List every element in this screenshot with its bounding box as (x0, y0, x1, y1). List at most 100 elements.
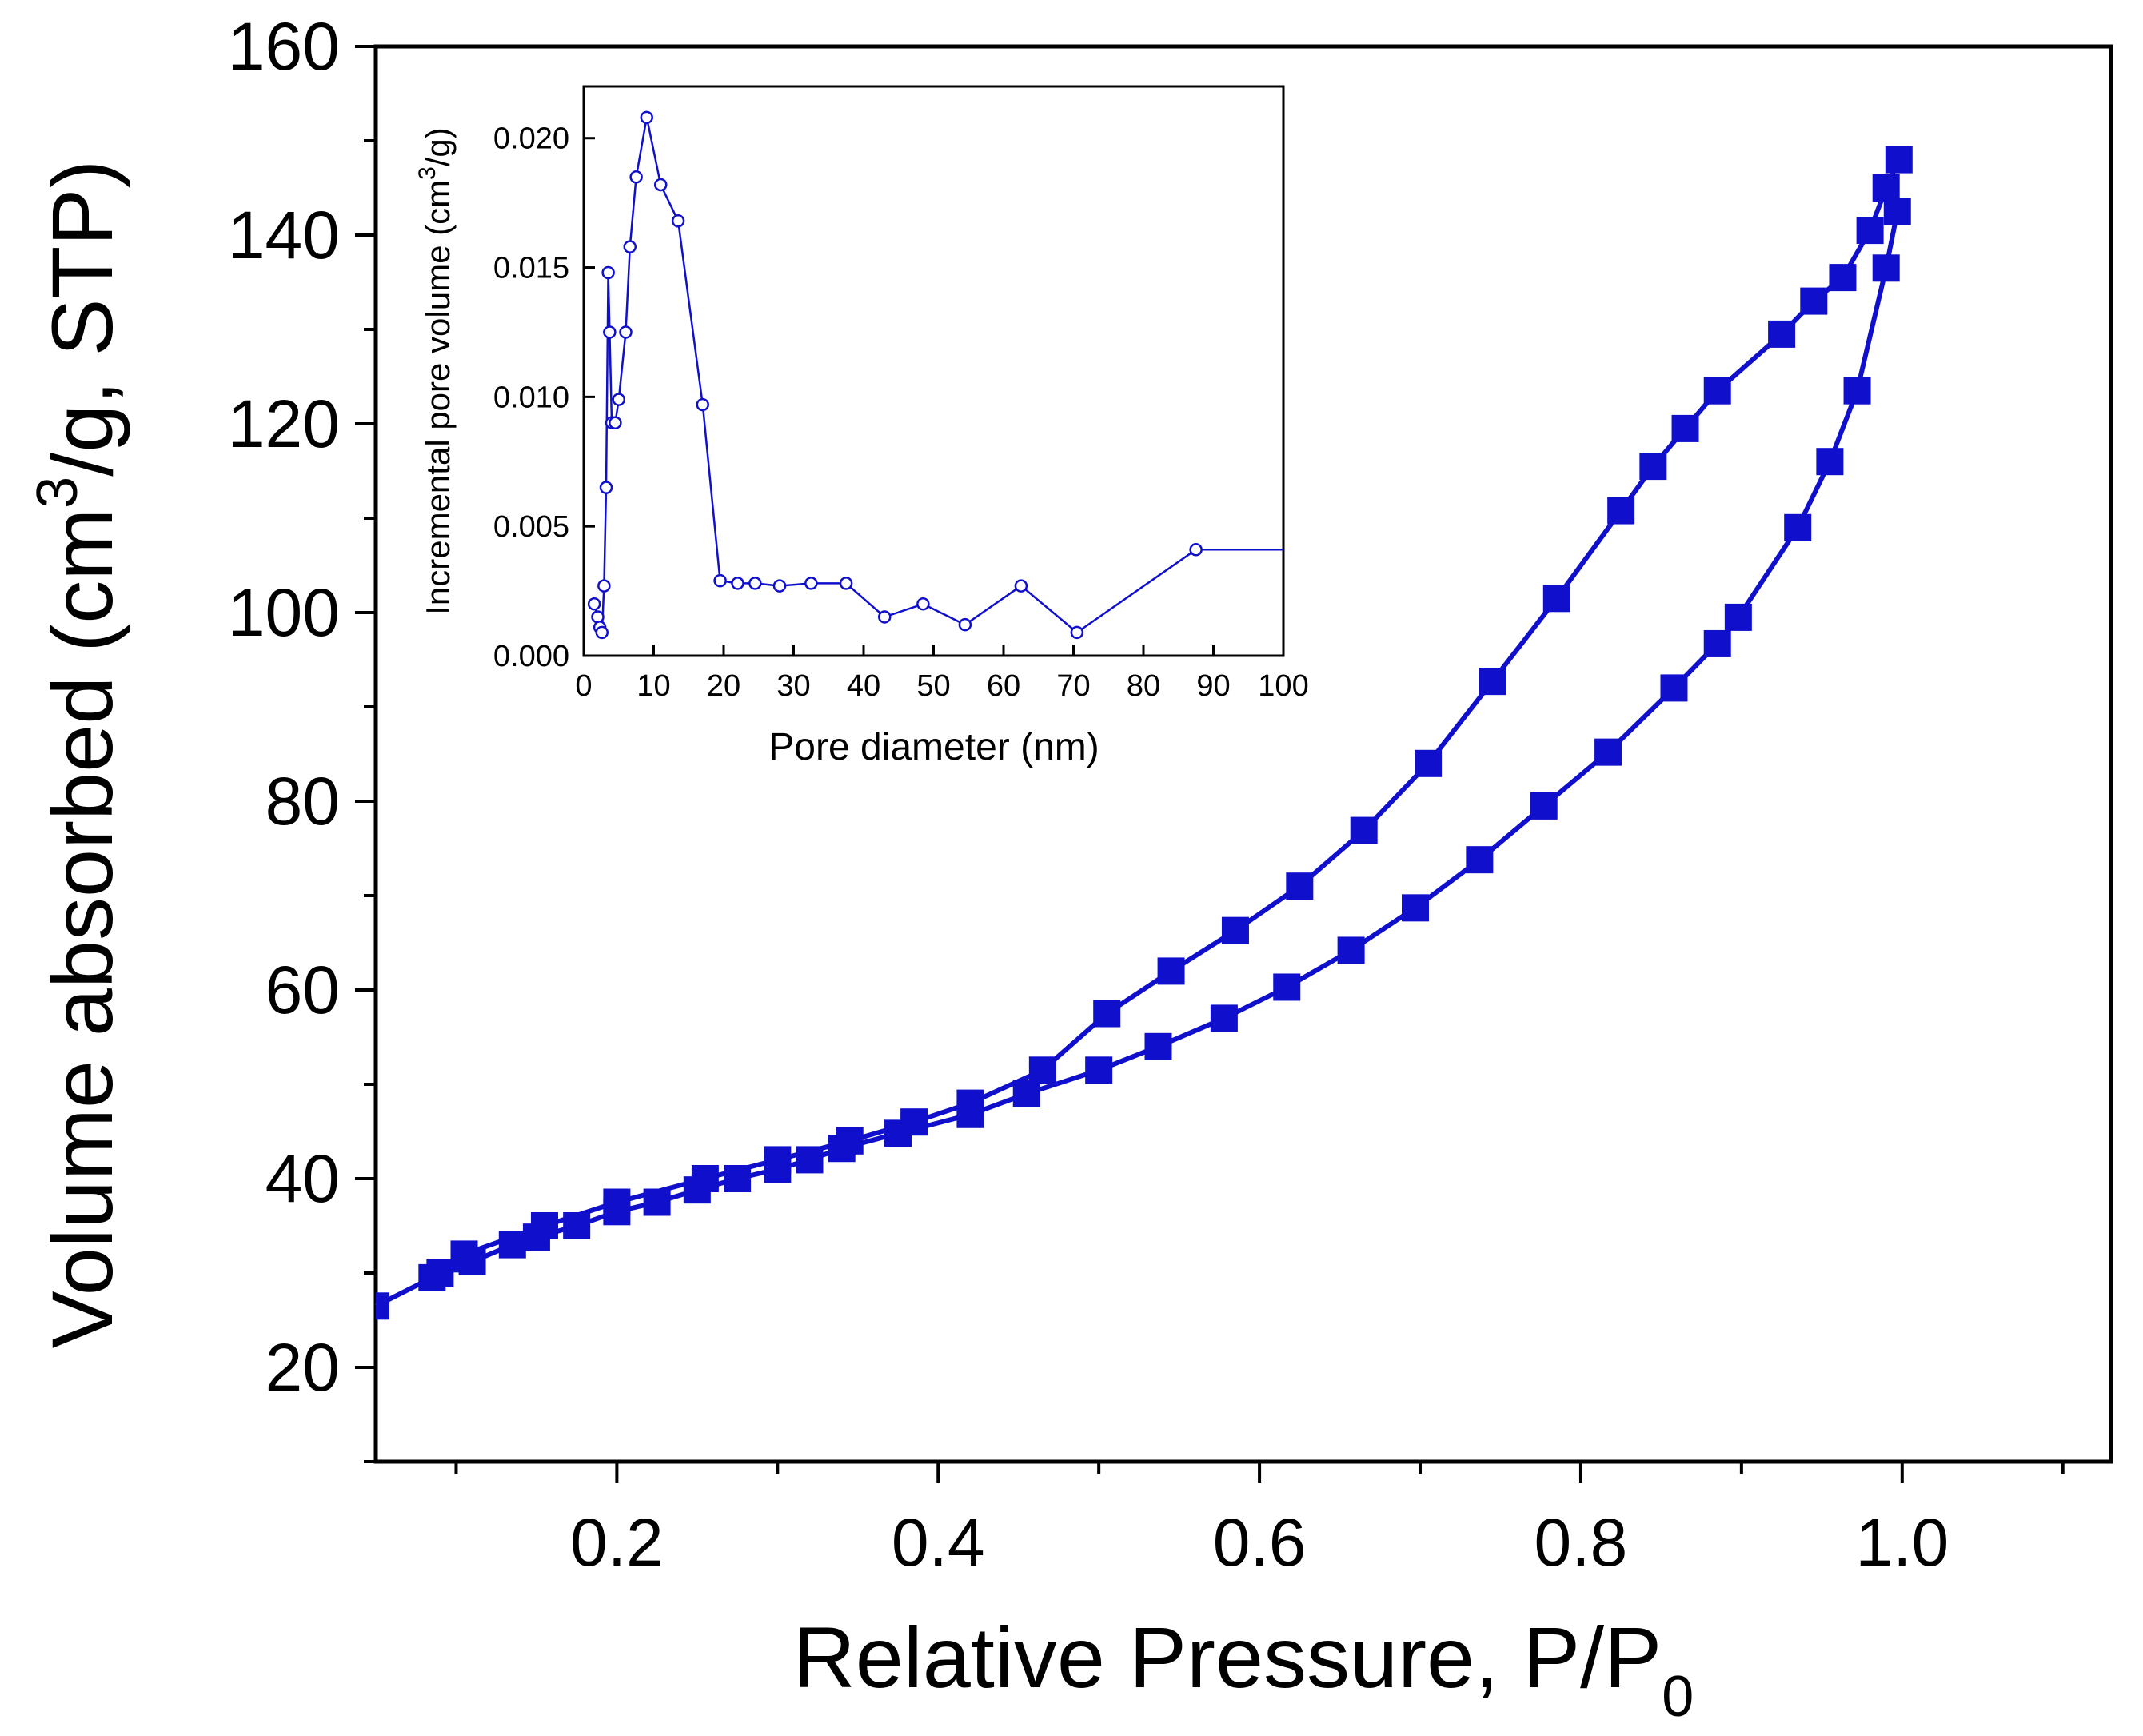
data-point-desorption (1829, 264, 1857, 292)
data-point-desorption (1607, 497, 1635, 525)
inset-data-point (772, 579, 787, 593)
inset-y-tick-label: 0.020 (493, 122, 569, 156)
inset-data-point (612, 393, 625, 406)
data-point-desorption (603, 1188, 631, 1216)
inset-data-point (839, 577, 853, 590)
inset-x-tick-label: 40 (847, 669, 880, 703)
main-y-tick-label: 120 (228, 386, 340, 461)
data-point-desorption (1856, 217, 1884, 245)
inset-y-tick-label: 0.010 (493, 381, 569, 414)
data-point-desorption (900, 1108, 928, 1136)
inset-y-tick-label: 0.000 (493, 640, 569, 673)
inset-x-tick-label: 60 (987, 669, 1020, 703)
inset-data-point (916, 597, 930, 611)
inset-x-tick-label: 20 (707, 669, 740, 703)
main-y-tick-label: 60 (265, 952, 340, 1028)
data-point-desorption (1768, 320, 1796, 348)
main-y-tick-label: 40 (265, 1141, 340, 1216)
data-point-desorption (1221, 916, 1249, 944)
inset-y-axis-label: Incremental pore volume (cm3/g) (414, 127, 457, 615)
data-point-desorption (1479, 668, 1506, 696)
main-x-axis-label-subscript: 0 (1662, 1665, 1694, 1729)
inset-x-axis-label: Pore diameter (nm) (768, 726, 1099, 768)
inset-x-tick-label: 70 (1056, 669, 1090, 703)
main-x-axis-label: Relative Pressure, P/P0 (793, 1609, 1694, 1729)
inset-data-point (601, 265, 615, 280)
data-point-adsorption (1816, 448, 1844, 476)
inset-data-point (696, 397, 709, 412)
inset-x-tick-label: 50 (916, 669, 950, 703)
inset-data-point (599, 481, 613, 494)
inset-x-tick-label: 10 (637, 669, 670, 703)
data-point-desorption (1028, 1056, 1056, 1084)
data-point-desorption (956, 1089, 984, 1117)
inset-data-point (629, 170, 643, 184)
data-point-desorption (1703, 377, 1731, 405)
data-point-adsorption (1085, 1056, 1113, 1084)
data-point-desorption (1800, 287, 1828, 315)
data-point-desorption (836, 1127, 864, 1155)
data-point-adsorption (376, 1292, 389, 1320)
data-point-adsorption (1466, 846, 1494, 874)
data-point-desorption (1542, 585, 1570, 613)
inset-x-tick-label: 100 (1258, 669, 1308, 703)
data-point-desorption (530, 1212, 558, 1239)
inset-data-point (654, 178, 668, 192)
data-point-desorption (1415, 749, 1443, 777)
main-y-tick-label: 80 (265, 764, 340, 839)
inset-data-point (1014, 579, 1028, 593)
data-point-desorption (1157, 957, 1185, 985)
data-point-adsorption (796, 1146, 824, 1174)
inset-data-point (748, 577, 762, 590)
inset-data-point (713, 573, 727, 588)
data-point-desorption (691, 1165, 719, 1192)
main-x-tick-label: 0.8 (1534, 1505, 1628, 1580)
data-point-adsorption (1784, 513, 1812, 541)
data-point-adsorption (1210, 1004, 1238, 1032)
data-point-adsorption (1012, 1080, 1040, 1107)
data-point-desorption (1286, 872, 1314, 900)
data-point-desorption (1350, 816, 1378, 844)
data-point-adsorption (1872, 254, 1900, 282)
data-point-desorption (1885, 146, 1913, 174)
inset-series-layer (587, 110, 1283, 640)
data-point-desorption (1639, 453, 1667, 481)
main-y-tick-label: 140 (228, 198, 340, 273)
main-x-tick-label: 0.2 (570, 1505, 664, 1580)
inset-data-point (623, 240, 637, 253)
inset-plot-frame (582, 85, 1285, 657)
main-y-tick-label: 20 (265, 1330, 340, 1405)
data-point-adsorption (1401, 894, 1429, 922)
data-point-adsorption (1594, 738, 1622, 766)
data-point-adsorption (643, 1188, 671, 1216)
data-point-adsorption (563, 1212, 591, 1239)
data-point-desorption (1093, 1000, 1121, 1028)
data-point-adsorption (1703, 629, 1731, 657)
inset-data-point (591, 610, 605, 624)
data-point-adsorption (1530, 792, 1558, 820)
main-y-axis-label-sup: 3 (26, 477, 90, 509)
main-plot-frame (373, 44, 2113, 1464)
main-x-tick-label: 1.0 (1855, 1505, 1949, 1580)
data-point-adsorption (1843, 377, 1871, 405)
inset-data-point (731, 577, 744, 590)
inset-x-tick-label: 80 (1127, 669, 1160, 703)
main-y-tick-label: 100 (228, 575, 340, 650)
data-point-adsorption (1144, 1032, 1172, 1060)
main-y-axis-label: Volume absorbed (cm3/g, STP) (26, 160, 130, 1349)
data-point-adsorption (724, 1165, 752, 1192)
data-point-desorption (1671, 414, 1699, 442)
main-y-tick-label: 160 (228, 9, 340, 84)
data-point-adsorption (1724, 603, 1752, 631)
data-point-adsorption (426, 1259, 454, 1287)
inset-data-point (609, 416, 622, 429)
inset-data-point (671, 214, 685, 228)
inset-y-axis-label-post: /g) (419, 127, 457, 166)
main-y-axis-label-post: /g, STP) (34, 160, 130, 477)
data-point-adsorption (1273, 973, 1301, 1001)
inset-axes-ticks: 0 10 20 30 40 50 60 70 80 90 100 0.000 0.005 0.010 0.0… (493, 122, 1309, 703)
inset-y-axis-label-sup: 3 (414, 166, 441, 180)
